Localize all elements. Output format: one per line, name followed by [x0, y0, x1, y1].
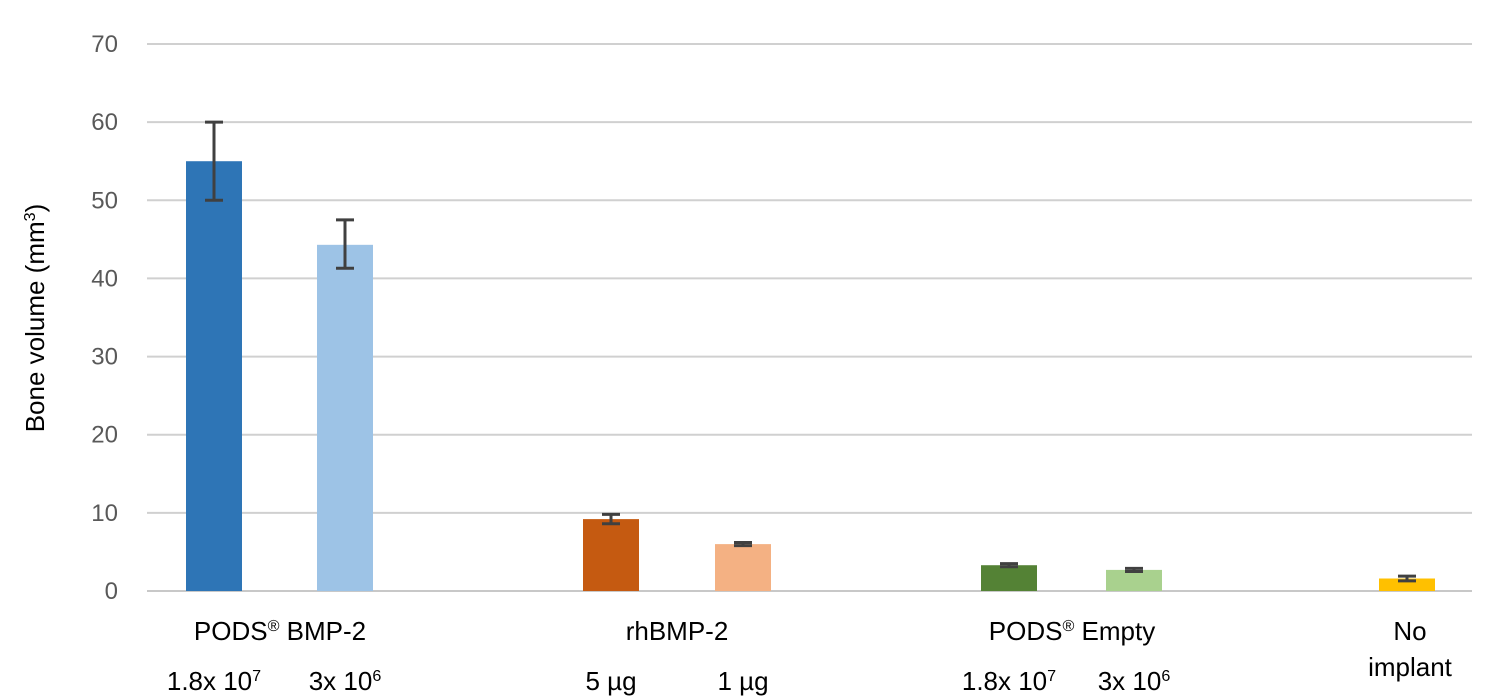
bar-label: 1.8x 107	[167, 666, 261, 696]
bar	[1106, 569, 1162, 591]
error-bar	[734, 541, 752, 548]
group-label: No	[1393, 616, 1426, 646]
bar-label: 5 µg	[585, 666, 636, 696]
bar-label: 3x 106	[1098, 666, 1171, 696]
error-bar	[336, 218, 354, 270]
group-label: PODS® Empty	[989, 616, 1155, 646]
y-tick-label: 50	[91, 187, 118, 214]
bar-label: 3x 106	[309, 666, 382, 696]
bar	[981, 565, 1037, 591]
error-bar	[205, 120, 223, 202]
y-axis-label: Bone volume (mm3)	[20, 204, 50, 433]
bars	[186, 161, 1435, 591]
labels: 0 10 20 30 40 50 60 70 1.8x 107 3x 106 5 µg 1 µg 1.8…	[20, 31, 1453, 696]
y-tick-label: 60	[91, 109, 118, 136]
y-tick-label: 10	[91, 500, 118, 527]
error-bar	[1398, 574, 1416, 583]
y-tick-label: 70	[91, 31, 118, 58]
error-bar	[1125, 566, 1143, 573]
bar	[317, 244, 373, 591]
group-label: rhBMP-2	[626, 616, 729, 646]
bar	[715, 544, 771, 591]
bar	[1379, 578, 1435, 591]
bar-label: 1 µg	[717, 666, 768, 696]
group-label: PODS® BMP-2	[194, 616, 366, 646]
y-tick-label: 0	[105, 578, 118, 605]
y-tick-label: 20	[91, 422, 118, 449]
error-bar	[602, 512, 620, 526]
error-bars	[205, 120, 1416, 583]
bar	[186, 161, 242, 591]
error-bar	[1000, 562, 1018, 569]
group-label: implant	[1368, 652, 1453, 682]
bar-label: 1.8x 107	[962, 666, 1056, 696]
y-tick-label: 30	[91, 344, 118, 371]
y-tick-label: 40	[91, 265, 118, 292]
bar	[583, 519, 639, 591]
